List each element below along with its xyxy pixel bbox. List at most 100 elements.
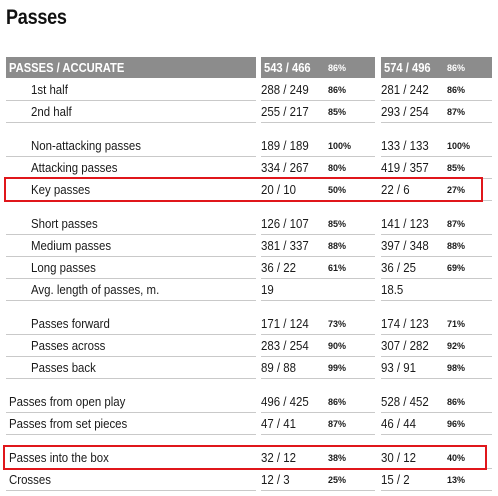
row-divider <box>6 122 256 123</box>
team1-pct: 25% <box>328 475 347 485</box>
header-team1-value: 543 / 466 <box>264 60 311 75</box>
row-divider <box>6 100 256 101</box>
row-divider <box>381 256 492 257</box>
row-divider <box>381 200 492 201</box>
team2-pct: 86% <box>447 85 466 95</box>
team1-pct: 85% <box>328 107 347 117</box>
table-row: Avg. length of passes, m. 19 18.5 <box>6 279 492 301</box>
row-divider <box>381 356 492 357</box>
row-label: Medium passes <box>31 238 112 253</box>
team2-pct: 85% <box>447 163 466 173</box>
table-row: Crosses 12 / 3 25% 15 / 2 13% <box>6 469 492 491</box>
row-divider <box>261 278 375 279</box>
row-label: Passes across <box>31 338 106 353</box>
team1-value: 12 / 3 <box>261 472 290 487</box>
row-divider <box>381 122 492 123</box>
row-divider <box>261 412 375 413</box>
row-divider <box>6 256 256 257</box>
row-divider <box>381 378 492 379</box>
row-divider <box>381 156 492 157</box>
team1-value: 255 / 217 <box>261 104 309 119</box>
table-row: Passes from open play 496 / 425 86% 528 … <box>6 391 492 413</box>
team1-value: 288 / 249 <box>261 82 309 97</box>
row-divider <box>6 234 256 235</box>
row-divider <box>261 234 375 235</box>
team1-value: 20 / 10 <box>261 182 296 197</box>
team1-value: 126 / 107 <box>261 216 309 231</box>
team2-pct: 92% <box>447 341 466 351</box>
team2-pct: 87% <box>447 107 466 117</box>
page-title: Passes <box>6 6 67 29</box>
team2-pct: 69% <box>447 263 466 273</box>
row-divider <box>261 156 375 157</box>
row-divider <box>261 256 375 257</box>
team1-value: 496 / 425 <box>261 394 309 409</box>
team1-value: 89 / 88 <box>261 360 296 375</box>
team1-value: 32 / 12 <box>261 450 296 465</box>
row-label: Non-attacking passes <box>31 138 142 153</box>
row-label: Key passes <box>31 182 91 197</box>
team1-pct: 73% <box>328 319 347 329</box>
team2-value: 30 / 12 <box>381 450 416 465</box>
team2-value: 133 / 133 <box>381 138 429 153</box>
row-divider <box>381 334 492 335</box>
team2-pct: 71% <box>447 319 466 329</box>
team1-value: 283 / 254 <box>261 338 309 353</box>
team2-value: 397 / 348 <box>381 238 429 253</box>
team2-pct: 98% <box>447 363 466 373</box>
table-row: Passes forward 171 / 124 73% 174 / 123 7… <box>6 313 492 335</box>
row-divider <box>381 412 492 413</box>
team1-pct: 99% <box>328 363 347 373</box>
table-row: Short passes 126 / 107 85% 141 / 123 87% <box>6 213 492 235</box>
team2-pct: 13% <box>447 475 466 485</box>
row-divider <box>6 434 256 435</box>
team1-value: 171 / 124 <box>261 316 309 331</box>
table-row: Key passes 20 / 10 50% 22 / 6 27% <box>6 179 492 201</box>
row-divider <box>6 300 256 301</box>
table-row: 2nd half 255 / 217 85% 293 / 254 87% <box>6 101 492 123</box>
table-row: Passes back 89 / 88 99% 93 / 91 98% <box>6 357 492 379</box>
row-divider <box>6 490 256 491</box>
team1-pct: 87% <box>328 419 347 429</box>
row-label: Passes from open play <box>9 394 126 409</box>
table-row: 1st half 288 / 249 86% 281 / 242 86% <box>6 79 492 101</box>
table-header: PASSES / ACCURATE 543 / 466 86% 574 / 49… <box>6 57 492 79</box>
row-label: Crosses <box>9 472 51 487</box>
row-divider <box>261 356 375 357</box>
row-label: Avg. length of passes, m. <box>31 282 160 297</box>
header-label: PASSES / ACCURATE <box>9 60 125 75</box>
team1-pct: 50% <box>328 185 347 195</box>
team1-value: 381 / 337 <box>261 238 309 253</box>
team1-value: 334 / 267 <box>261 160 309 175</box>
team1-value: 189 / 189 <box>261 138 309 153</box>
row-divider <box>381 490 492 491</box>
row-divider <box>6 156 256 157</box>
team2-pct: 40% <box>447 453 466 463</box>
row-divider <box>261 334 375 335</box>
team2-value: 307 / 282 <box>381 338 429 353</box>
team1-pct: 90% <box>328 341 347 351</box>
team1-value: 47 / 41 <box>261 416 296 431</box>
row-label: Passes back <box>31 360 96 375</box>
row-divider <box>6 412 256 413</box>
team2-value: 174 / 123 <box>381 316 429 331</box>
table-row: Medium passes 381 / 337 88% 397 / 348 88… <box>6 235 492 257</box>
row-divider <box>261 434 375 435</box>
row-label: Short passes <box>31 216 98 231</box>
team2-value: 293 / 254 <box>381 104 429 119</box>
team2-pct: 27% <box>447 185 466 195</box>
row-divider <box>6 200 256 201</box>
row-divider <box>381 278 492 279</box>
row-divider <box>381 234 492 235</box>
row-divider <box>261 300 375 301</box>
team1-pct: 61% <box>328 263 347 273</box>
team1-pct: 85% <box>328 219 347 229</box>
row-label: Attacking passes <box>31 160 118 175</box>
team1-pct: 88% <box>328 241 347 251</box>
row-label: Long passes <box>31 260 96 275</box>
team2-value: 46 / 44 <box>381 416 416 431</box>
table-row: Passes from set pieces 47 / 41 87% 46 / … <box>6 413 492 435</box>
team1-pct: 86% <box>328 85 347 95</box>
row-divider <box>261 200 375 201</box>
team2-pct: 100% <box>447 141 471 151</box>
